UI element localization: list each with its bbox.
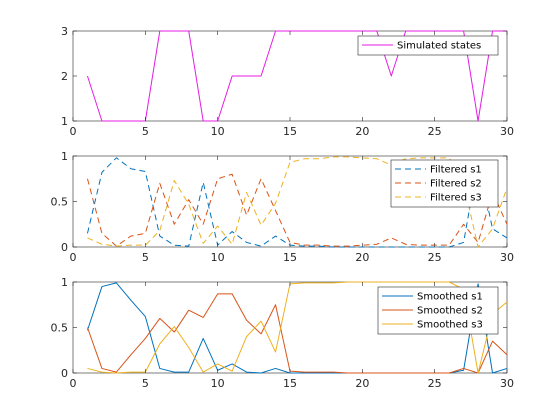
- y-tick-label-1-0: 1: [61, 115, 68, 128]
- series-line-2-3: [87, 156, 508, 248]
- y-tick-label-2-1: 0.5: [51, 196, 69, 209]
- x-tick-label-3-2: 10: [211, 377, 225, 390]
- legend-label-2-2: Filtered s2: [430, 179, 482, 190]
- x-tick-label-2-3: 15: [283, 251, 297, 264]
- legend-3: Smoothed s1 Smoothed s2 Smoothed s3: [377, 286, 499, 335]
- series-line-3-2: [86, 293, 508, 374]
- legend-label-2-3: Filtered s3: [430, 193, 482, 204]
- y-tick-label-2-0: 0: [61, 241, 68, 254]
- x-tick-label-2-0: 0: [70, 251, 77, 264]
- series-line-2-2: [86, 173, 508, 247]
- series-line-3-3: [87, 281, 508, 374]
- x-tick-label-3-1: 5: [142, 377, 149, 390]
- legend-label-3-2: Smoothed s2: [417, 306, 483, 317]
- y-tick-label-1-1: 2: [61, 70, 68, 83]
- x-tick-label-3-0: 0: [70, 377, 77, 390]
- series-group-1: [86, 30, 507, 122]
- legend-box-1: [357, 35, 499, 56]
- series-group-3: [86, 281, 508, 374]
- legend-label-3-3: Smoothed s3: [417, 320, 483, 331]
- x-tick-label-2-5: 25: [428, 251, 442, 264]
- subplot-1: 0 5 10 15 20 25 30 1 2 3 Simulated states: [61, 25, 514, 138]
- legend-label-1-1: Simulated states: [397, 41, 481, 52]
- x-tick-label-3-3: 15: [283, 377, 297, 390]
- x-tick-label-3-6: 30: [500, 377, 514, 390]
- series-line-1-1: [86, 30, 507, 122]
- x-tick-label-2-2: 10: [211, 251, 225, 264]
- legend-label-2-1: Filtered s1: [430, 165, 482, 176]
- x-tick-label-1-1: 5: [142, 125, 149, 138]
- x-tick-label-1-6: 30: [500, 125, 514, 138]
- x-tick-label-3-4: 20: [355, 377, 369, 390]
- x-tick-label-3-5: 25: [428, 377, 442, 390]
- series-line-2-1: [86, 157, 508, 248]
- series-group-2: [86, 156, 508, 248]
- x-tick-label-2-6: 30: [500, 251, 514, 264]
- y-tick-label-3-1: 0.5: [51, 322, 69, 335]
- x-tick-label-1-3: 15: [283, 125, 297, 138]
- x-tick-label-1-4: 20: [355, 125, 369, 138]
- x-tick-label-1-5: 25: [428, 125, 442, 138]
- x-tick-label-2-4: 20: [355, 251, 369, 264]
- y-tick-label-2-2: 1: [61, 150, 68, 163]
- y-tick-label-3-2: 1: [61, 276, 68, 289]
- y-tick-label-1-2: 3: [61, 25, 68, 38]
- legend-1: Simulated states: [357, 35, 499, 56]
- legend-label-3-1: Smoothed s1: [417, 292, 483, 303]
- legend-2: Filtered s1 Filtered s2 Filtered s3: [390, 159, 499, 208]
- x-tick-label-1-0: 0: [70, 125, 77, 138]
- y-tick-label-3-0: 0: [61, 367, 68, 380]
- x-tick-label-1-2: 10: [211, 125, 225, 138]
- x-tick-label-2-1: 5: [142, 251, 149, 264]
